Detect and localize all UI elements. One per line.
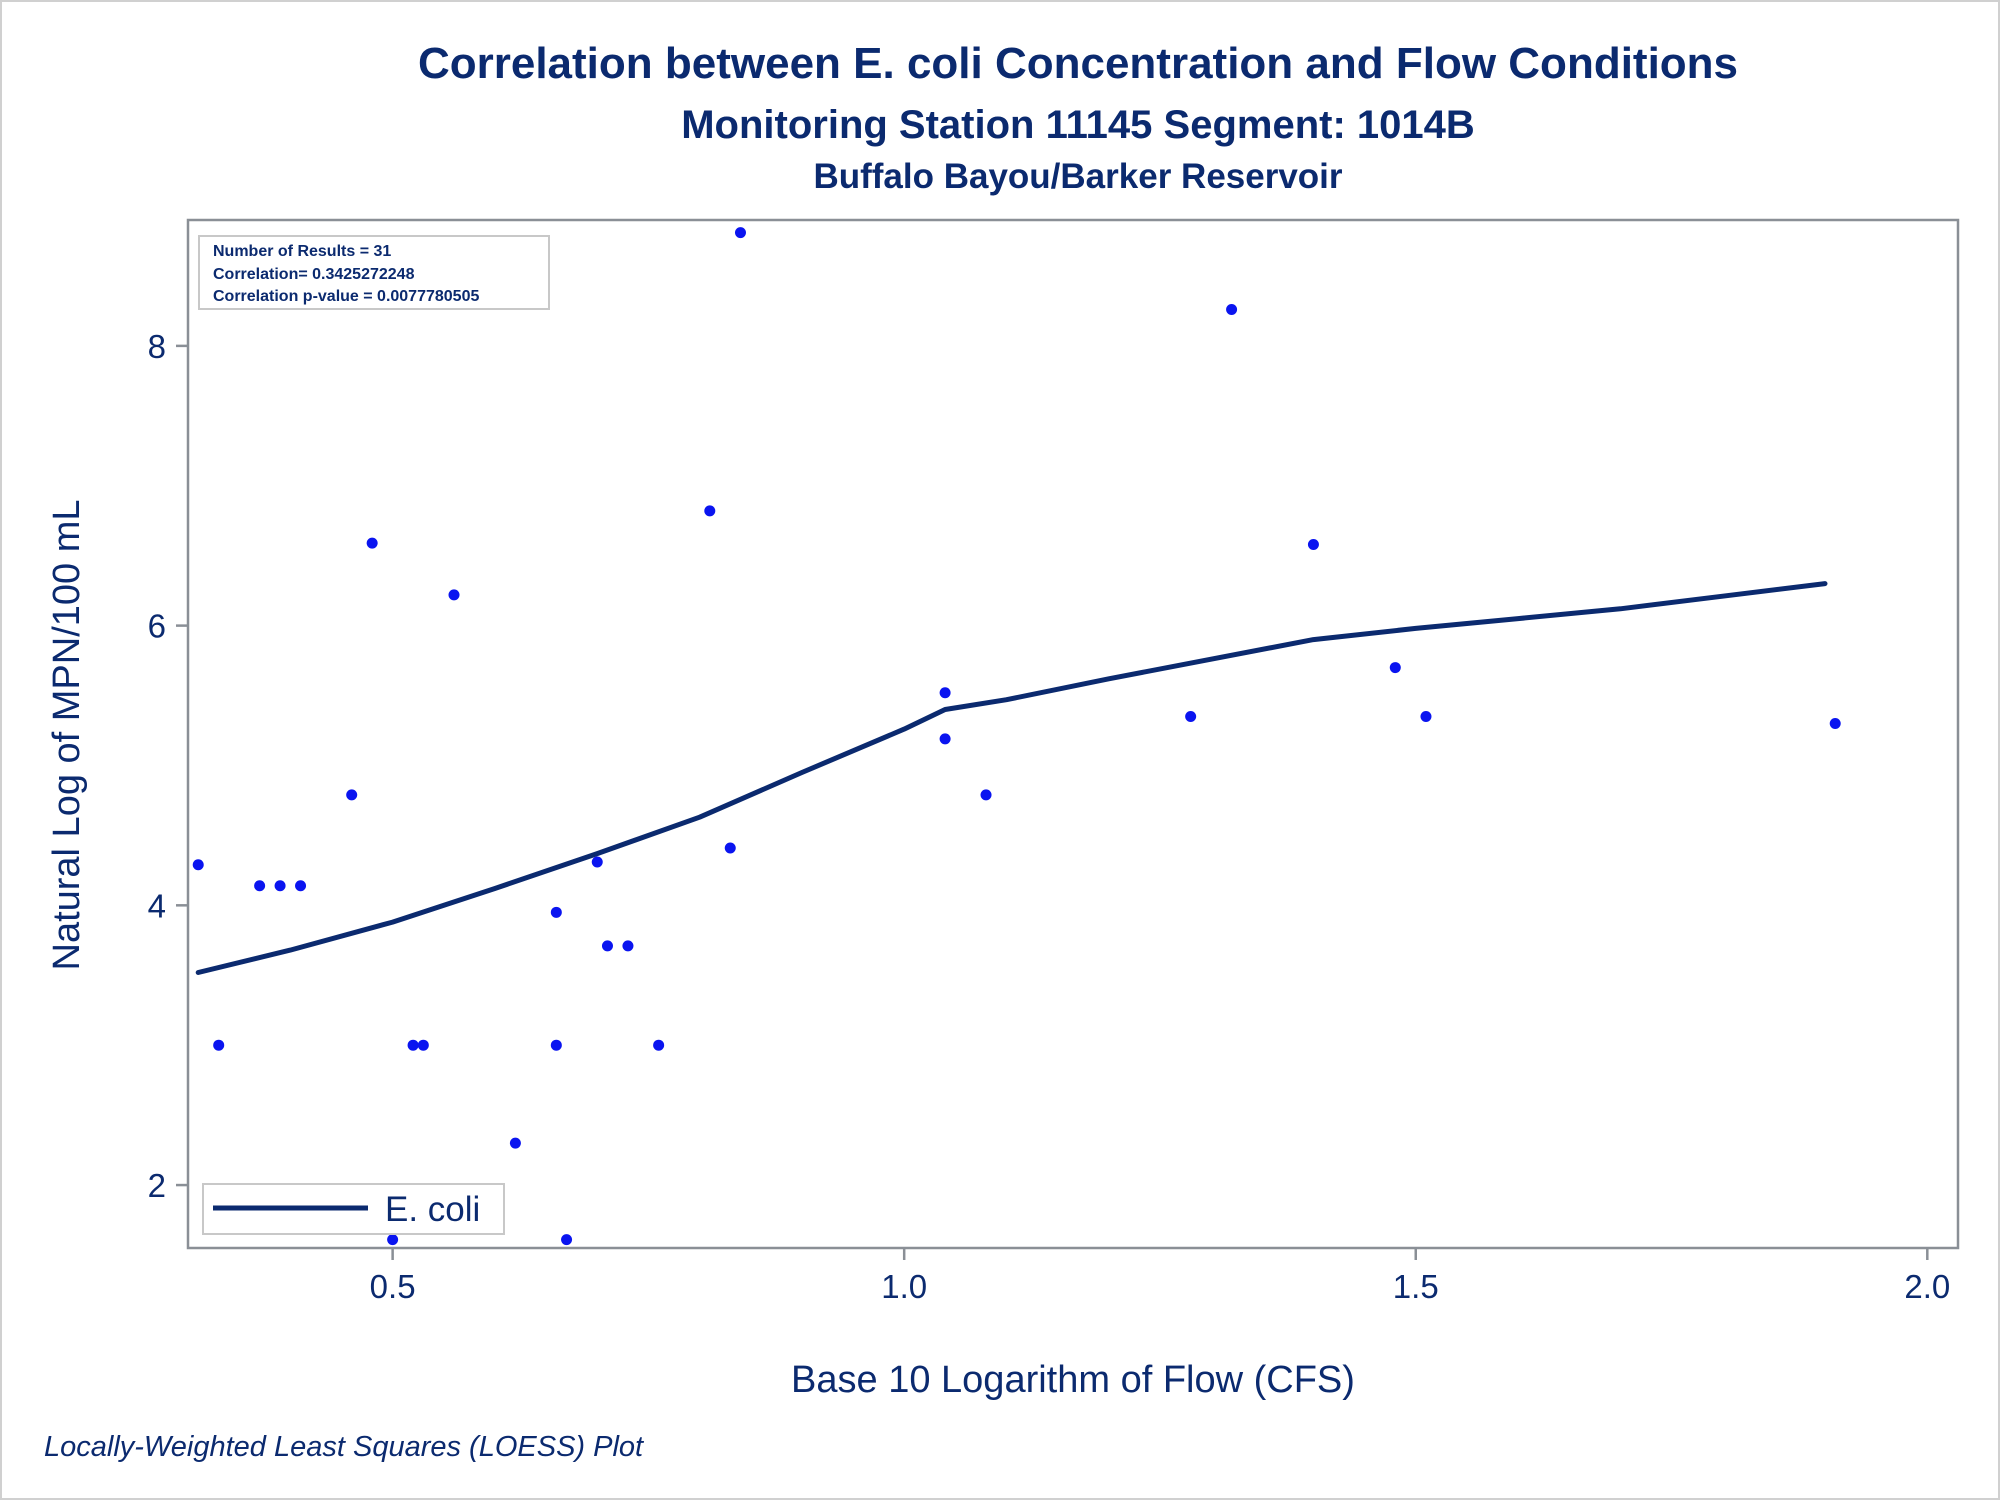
data-point	[939, 687, 951, 699]
data-point	[274, 880, 286, 892]
stats-count: Number of Results = 31	[213, 243, 391, 260]
data-point	[192, 859, 204, 871]
x-tick-label: 0.5	[370, 1268, 416, 1305]
data-point	[254, 880, 266, 892]
data-point	[387, 1234, 399, 1246]
stats-pvalue: Correlation p-value = 0.0077780505	[213, 288, 479, 305]
legend-label: E. coli	[385, 1190, 480, 1229]
y-axis-label: Natural Log of MPN/100 mL	[46, 499, 88, 970]
data-point	[1420, 711, 1432, 723]
data-point	[346, 789, 358, 801]
y-tick-label: 4	[148, 887, 166, 924]
data-point	[601, 940, 613, 952]
data-point	[407, 1039, 419, 1051]
chart-subtitle: Monitoring Station 11145 Segment: 1014B	[681, 103, 1475, 147]
loess-layer	[195, 581, 1828, 975]
x-tick-label: 1.0	[881, 1268, 927, 1305]
chart-subtitle-2: Buffalo Bayou/Barker Reservoir	[813, 157, 1342, 196]
y-tick-label: 2	[148, 1167, 166, 1204]
data-point	[980, 789, 992, 801]
legend: E. coli	[202, 1183, 505, 1235]
data-point	[366, 537, 378, 549]
data-point	[1185, 711, 1197, 723]
data-point	[653, 1039, 665, 1051]
data-point	[295, 880, 307, 892]
stats-inset: Number of Results = 31 Correlation= 0.34…	[198, 235, 550, 310]
data-point	[704, 505, 716, 517]
data-point	[448, 589, 460, 601]
x-tick-label: 1.5	[1393, 1268, 1439, 1305]
data-point	[1389, 662, 1401, 674]
data-point	[734, 227, 746, 239]
y-axis: 2 4 6 8	[148, 328, 188, 1204]
stats-box	[198, 235, 550, 310]
y-tick-label: 8	[148, 328, 166, 365]
footnote: Locally-Weighted Least Squares (LOESS) P…	[44, 1431, 645, 1463]
x-axis-label: Base 10 Logarithm of Flow (CFS)	[791, 1359, 1355, 1401]
data-point	[561, 1234, 573, 1246]
data-point	[1307, 538, 1319, 550]
data-point	[417, 1039, 429, 1051]
x-axis: 0.5 1.0 1.5 2.0	[370, 1248, 1950, 1305]
data-point	[509, 1137, 521, 1149]
data-point	[591, 856, 603, 868]
data-point	[550, 1039, 562, 1051]
data-point	[939, 733, 951, 745]
loess-curve	[195, 581, 1828, 975]
plot-area	[186, 218, 1960, 1250]
data-point	[1829, 718, 1841, 730]
stats-correlation: Correlation= 0.3425272248	[213, 266, 415, 283]
data-point	[550, 906, 562, 918]
data-point	[724, 842, 736, 854]
chart-title: Correlation between E. coli Concentratio…	[418, 39, 1738, 88]
data-point	[622, 940, 634, 952]
points-layer	[192, 227, 1841, 1246]
x-tick-label: 2.0	[1904, 1268, 1950, 1305]
data-point	[213, 1039, 225, 1051]
y-tick-label: 6	[148, 608, 166, 645]
data-point	[1226, 304, 1238, 316]
